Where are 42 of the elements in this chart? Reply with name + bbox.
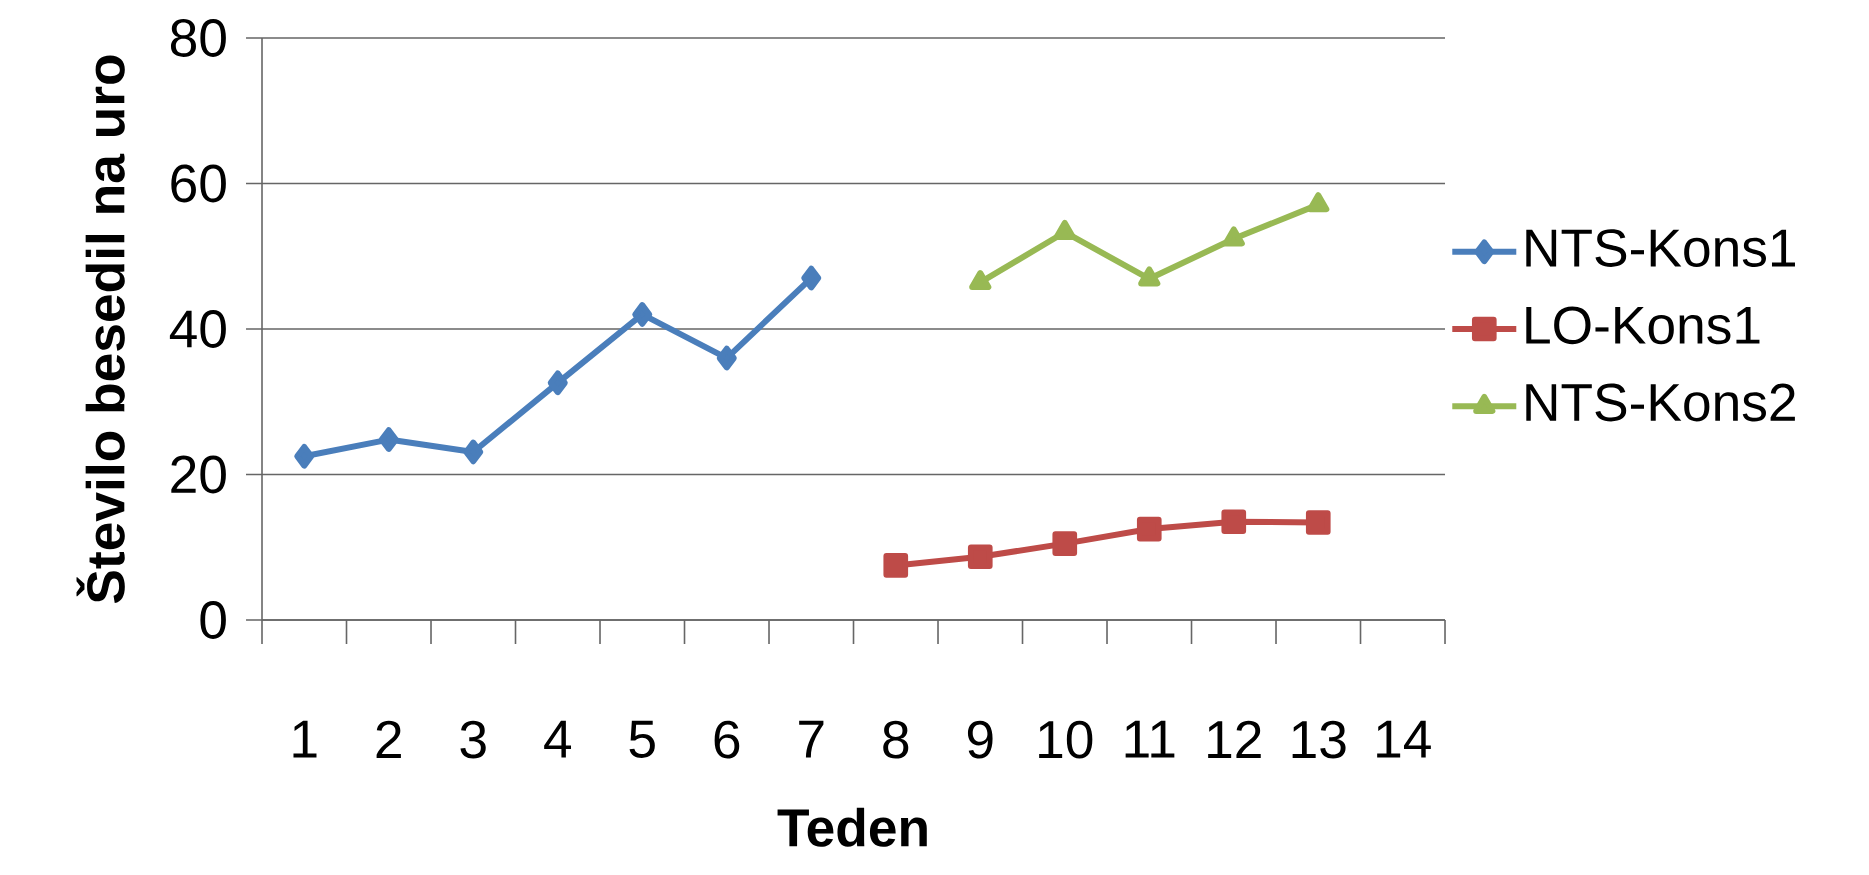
y-tick-label: 20 xyxy=(171,455,226,494)
y-tick-label: 80 xyxy=(170,19,226,57)
point xyxy=(883,553,909,578)
point xyxy=(378,427,399,452)
x-tick-label: 6 xyxy=(714,720,740,759)
x-tick-label: 2 xyxy=(376,720,401,758)
point xyxy=(801,265,822,291)
y-tick-label: 60 xyxy=(171,164,226,203)
point xyxy=(969,270,992,291)
legend-label: NTS-Kons1 xyxy=(1526,229,1795,267)
point xyxy=(967,544,993,570)
point xyxy=(294,443,315,469)
x-tick-label: 8 xyxy=(883,720,909,759)
x-tick-label: 7 xyxy=(799,720,824,758)
x-tick-label: 13 xyxy=(1292,720,1346,759)
x-tick-label: 11 xyxy=(1125,720,1175,758)
point xyxy=(1052,531,1078,556)
point xyxy=(1221,509,1247,535)
point xyxy=(1305,510,1331,535)
point xyxy=(1053,219,1076,240)
x-tick-label: 4 xyxy=(544,720,572,758)
x-axis-title: Teden xyxy=(777,807,927,847)
point xyxy=(1136,516,1162,542)
legend-label: LO-Kons1 xyxy=(1526,306,1760,345)
point xyxy=(1222,226,1245,247)
x-tick-label: 1 xyxy=(293,720,317,758)
x-tick-label: 9 xyxy=(967,720,993,759)
point xyxy=(547,370,568,396)
point xyxy=(1307,192,1330,213)
x-tick-label: 3 xyxy=(460,720,486,759)
x-tick-label: 5 xyxy=(629,720,655,758)
x-tick-label: 12 xyxy=(1208,720,1261,758)
point xyxy=(463,439,484,465)
point xyxy=(1138,266,1161,287)
point xyxy=(632,302,653,327)
x-tick-label: 10 xyxy=(1039,720,1093,759)
point xyxy=(716,345,737,371)
legend-label: NTS-Kons2 xyxy=(1526,383,1795,422)
x-tick-label: 14 xyxy=(1377,720,1431,758)
y-tick-label: 40 xyxy=(169,310,226,348)
y-tick-label: 0 xyxy=(200,601,226,639)
y-axis-title: Število besedil na uro xyxy=(76,55,125,604)
